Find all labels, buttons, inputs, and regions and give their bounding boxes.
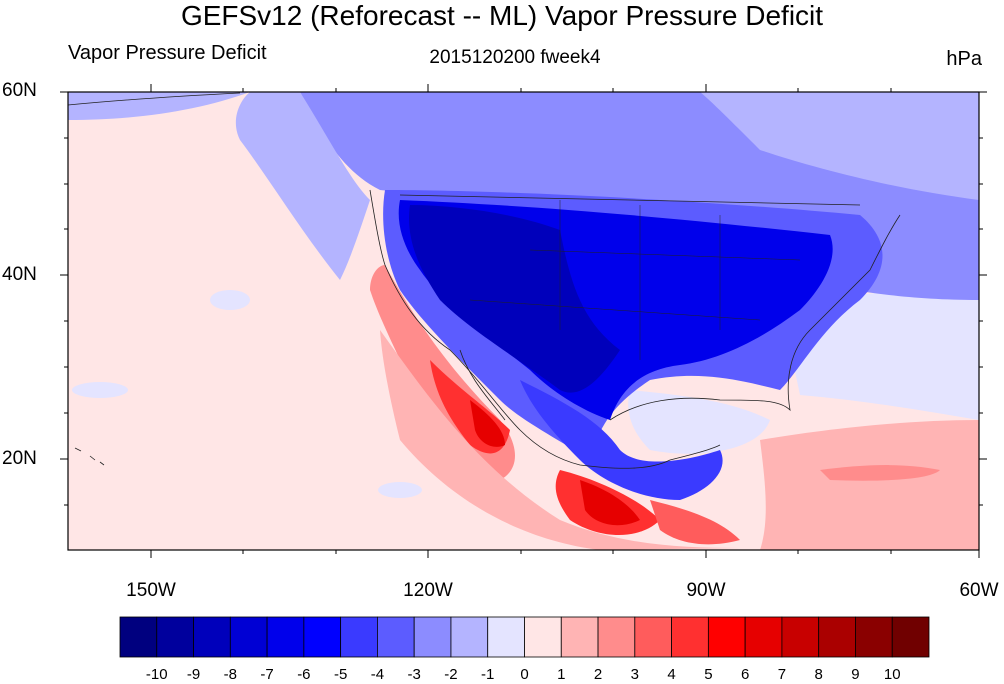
colorbar-label: 0 <box>520 666 529 683</box>
colorbar-label: -3 <box>407 666 421 683</box>
variable-label: Vapor Pressure Deficit <box>68 42 267 64</box>
colorbar-swatch <box>193 616 231 658</box>
colorbar-swatch <box>891 616 930 658</box>
colorbar-label: 4 <box>667 666 676 683</box>
colorbar-swatch <box>156 616 194 658</box>
colorbar-label: -6 <box>297 666 311 683</box>
colorbar-label: -2 <box>444 666 458 683</box>
colorbar-swatch <box>744 616 783 658</box>
colorbar-label: 8 <box>814 666 823 683</box>
colorbar-label: 1 <box>557 666 566 683</box>
colorbar-swatch <box>560 616 599 658</box>
lat-label-40n: 40N <box>2 264 37 285</box>
coastlines <box>68 92 901 469</box>
colorbar-swatch <box>487 616 525 658</box>
forecast-date-label: 2015120200 fweek4 <box>429 47 601 68</box>
lon-label-120w: 120W <box>403 580 453 601</box>
lon-label-150w: 150W <box>126 580 176 601</box>
map-title: GEFSv12 (Reforecast -- ML) Vapor Pressur… <box>180 0 824 31</box>
colorbar-swatch <box>450 616 489 658</box>
colorbar-label: 2 <box>593 666 603 683</box>
colorbar-swatch <box>818 616 856 658</box>
colorbar-label: -5 <box>333 666 348 683</box>
colorbar-swatch <box>377 616 415 658</box>
colorbar-swatch <box>340 616 378 658</box>
colorbar-label: 3 <box>630 666 639 683</box>
colorbar-label: -8 <box>223 666 237 683</box>
colorbar-label: -1 <box>481 666 495 683</box>
lon-label-90w: 90W <box>686 580 726 601</box>
colorbar-label: -7 <box>260 666 274 683</box>
colorbar-label: -4 <box>370 666 385 683</box>
colorbar-label: 9 <box>851 666 860 683</box>
map-field <box>68 92 979 550</box>
colorbar-swatch <box>303 616 342 658</box>
lat-label-60n: 60N <box>2 80 37 101</box>
colorbar-label: 10 <box>883 666 901 683</box>
colorbar-swatch <box>707 616 746 658</box>
colorbar-swatch <box>413 616 452 658</box>
units-label: hPa <box>946 48 982 70</box>
colorbar-swatch <box>229 616 268 658</box>
lon-label-60w: 60W <box>959 580 999 601</box>
colorbar-swatch <box>855 616 893 658</box>
axis-ticks <box>60 84 987 558</box>
colorbar-label: 7 <box>777 666 787 683</box>
colorbar-swatch <box>266 616 305 658</box>
colorbar-label: 6 <box>740 666 750 683</box>
colorbar <box>119 616 930 658</box>
lat-label-20n: 20N <box>2 448 37 469</box>
colorbar-swatch <box>671 616 709 658</box>
colorbar-label: -10 <box>145 666 168 683</box>
colorbar-swatch <box>597 616 636 658</box>
colorbar-label: 5 <box>704 666 713 683</box>
colorbar-swatch <box>634 616 672 658</box>
colorbar-label: -9 <box>186 666 201 683</box>
colorbar-swatch <box>119 616 158 658</box>
colorbar-swatch <box>781 616 820 658</box>
colorbar-swatch <box>524 616 562 658</box>
